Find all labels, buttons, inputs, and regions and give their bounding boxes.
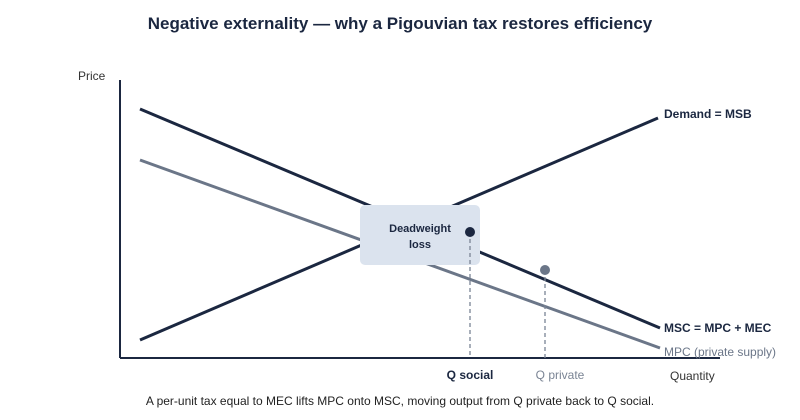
diagram-title: Negative externality — why a Pigouvian t… — [148, 14, 653, 33]
q-social-label: Q social — [447, 368, 494, 382]
q-private-label: Q private — [536, 368, 585, 382]
deadweight-loss-label-line2: loss — [409, 239, 431, 251]
social-optimum-point — [465, 227, 475, 237]
msc-label: MSC = MPC + MEC — [664, 321, 772, 335]
deadweight-loss-label-line1: Deadweight — [389, 223, 451, 235]
y-axis-label: Price — [78, 69, 106, 83]
deadweight-loss-box — [360, 205, 480, 265]
caption: A per-unit tax equal to MEC lifts MPC on… — [146, 394, 654, 408]
x-axis-label: Quantity — [670, 369, 715, 383]
private-equilibrium-point — [540, 265, 550, 275]
demand-msb-label: Demand = MSB — [664, 107, 752, 121]
mpc-label: MPC (private supply) — [664, 345, 776, 359]
